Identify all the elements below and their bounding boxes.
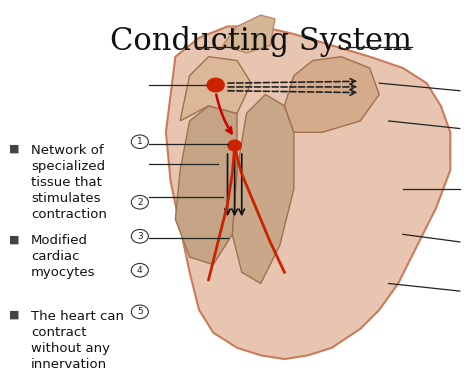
Text: 3: 3: [137, 232, 143, 241]
Polygon shape: [175, 106, 237, 265]
Text: ■: ■: [9, 310, 20, 320]
Polygon shape: [284, 57, 379, 132]
Circle shape: [131, 263, 148, 277]
Text: 1: 1: [137, 137, 143, 146]
Text: The heart can
contract
without any
innervation: The heart can contract without any inner…: [31, 310, 124, 371]
Text: ■: ■: [9, 234, 20, 244]
Text: Modified
cardiac
myocytes: Modified cardiac myocytes: [31, 234, 95, 279]
Text: Conducting System: Conducting System: [109, 26, 412, 57]
Text: ■: ■: [9, 144, 20, 153]
Text: Network of
specialized
tissue that
stimulates
contraction: Network of specialized tissue that stimu…: [31, 144, 107, 221]
Polygon shape: [166, 26, 450, 359]
Text: 4: 4: [137, 266, 143, 275]
Circle shape: [131, 135, 148, 149]
Circle shape: [207, 78, 224, 92]
Polygon shape: [180, 57, 251, 121]
Polygon shape: [232, 94, 294, 284]
Text: 2: 2: [137, 198, 143, 207]
Polygon shape: [223, 15, 275, 53]
Circle shape: [131, 195, 148, 209]
Circle shape: [131, 305, 148, 319]
Circle shape: [131, 229, 148, 243]
Text: 5: 5: [137, 307, 143, 316]
Circle shape: [228, 140, 241, 151]
